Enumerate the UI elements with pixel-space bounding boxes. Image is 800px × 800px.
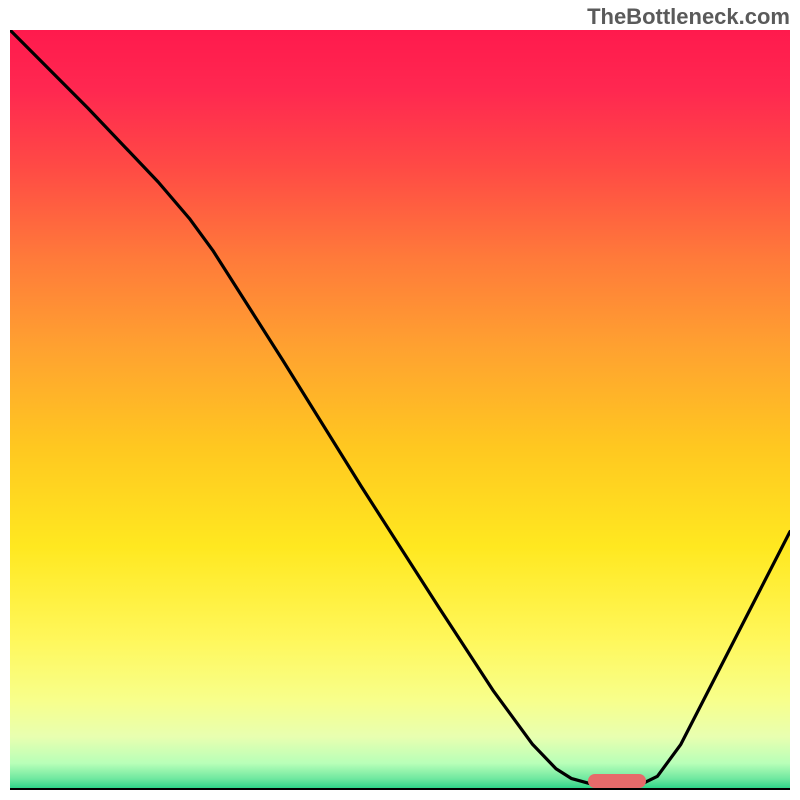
plot-area <box>10 30 790 790</box>
chart-container: TheBottleneck.com <box>0 0 800 800</box>
curve-line <box>10 30 790 790</box>
baseline <box>10 788 790 790</box>
optimal-marker <box>588 774 646 788</box>
watermark-text: TheBottleneck.com <box>587 4 790 30</box>
